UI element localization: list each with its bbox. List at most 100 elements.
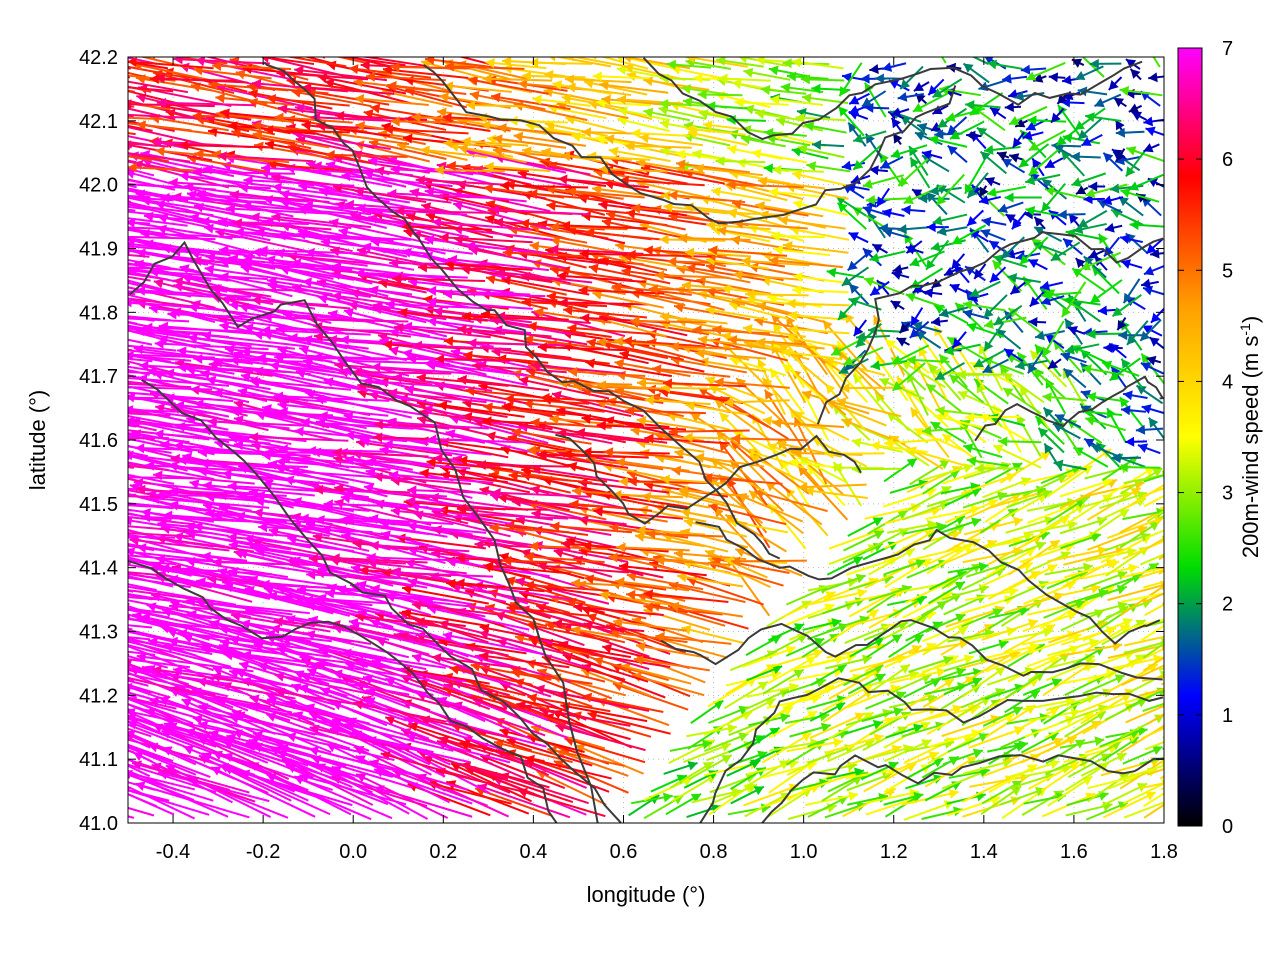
wind-arrow — [1135, 424, 1164, 435]
y-tick-label: 41.3 — [79, 622, 118, 644]
wind-arrow — [709, 783, 758, 806]
wind-arrow — [128, 781, 156, 791]
wind-arrow — [442, 631, 545, 656]
wind-arrow — [422, 755, 511, 794]
colorbar-tick-label: 6 — [1222, 149, 1233, 171]
wind-arrow — [943, 677, 983, 696]
wind-arrow — [921, 425, 968, 436]
wind-arrow — [128, 738, 208, 763]
wind-arrow — [862, 725, 908, 751]
wind-arrow — [785, 637, 825, 657]
wind-arrow — [947, 144, 968, 164]
wind-arrow — [128, 727, 152, 738]
wind-arrow — [786, 298, 850, 309]
wind-arrow — [1022, 678, 1063, 696]
wind-arrow — [1087, 249, 1105, 259]
wind-arrow — [986, 185, 1027, 198]
wind-arrow — [888, 633, 924, 659]
wind-arrow — [1104, 222, 1123, 233]
wind-arrow — [1012, 131, 1025, 149]
wind-arrow — [128, 683, 171, 699]
colorbar-gradient — [1177, 47, 1203, 827]
wind-arrow — [128, 167, 155, 177]
wind-arrow — [1041, 320, 1065, 358]
y-tick-label: 41.6 — [79, 430, 118, 452]
wind-arrow — [742, 645, 796, 668]
wind-arrow — [1143, 792, 1164, 808]
wind-arrow — [1135, 384, 1164, 405]
wind-arrow — [128, 221, 151, 225]
wind-arrow — [783, 603, 835, 627]
wind-arrow — [128, 703, 175, 725]
wind-arrow — [906, 757, 944, 779]
wind-arrow — [128, 746, 197, 776]
wind-arrow — [861, 707, 904, 723]
wind-arrow — [128, 279, 130, 282]
wind-arrow — [827, 711, 875, 741]
wind-arrow — [876, 187, 891, 208]
wind-arrow — [748, 712, 791, 727]
wind-arrow — [128, 710, 156, 725]
wind-arrow — [1123, 638, 1164, 655]
wind-arrow — [128, 362, 130, 365]
wind-arrow — [763, 163, 803, 174]
wind-arrow — [128, 743, 174, 762]
wind-arrow — [128, 169, 132, 172]
wind-arrow — [1142, 656, 1164, 672]
wind-arrow — [1120, 259, 1143, 269]
wind-arrow — [1143, 803, 1164, 819]
wind-arrow — [913, 81, 930, 92]
wind-arrow — [128, 723, 192, 750]
wind-arrow — [1044, 712, 1094, 739]
wind-arrow — [1122, 745, 1163, 765]
wind-arrow — [128, 764, 151, 778]
wind-arrow — [743, 67, 791, 81]
wind-arrow — [962, 758, 1013, 775]
wind-arrow — [128, 159, 137, 164]
wind-arrow — [128, 543, 172, 553]
wind-arrow — [1144, 740, 1164, 751]
wind-arrow — [730, 785, 765, 805]
wind-arrow — [987, 570, 1041, 600]
wind-arrow — [587, 710, 671, 735]
wind-arrow — [924, 755, 978, 788]
wind-arrow — [1065, 228, 1102, 241]
wind-arrow — [152, 665, 252, 685]
wind-arrow — [128, 678, 135, 682]
wind-arrow — [768, 710, 818, 739]
wind-arrow — [901, 205, 926, 216]
wind-arrow — [510, 668, 593, 685]
wind-arrow — [1146, 767, 1164, 776]
wind-arrow — [345, 57, 389, 67]
wind-arrow — [431, 653, 527, 671]
wind-arrow — [1062, 367, 1087, 389]
wind-arrow — [827, 739, 875, 763]
colorbar: 0 1 2 3 4 5 6 7 — [1177, 38, 1233, 838]
wind-arrow — [884, 642, 937, 669]
wind-arrow — [725, 669, 782, 687]
wind-arrow — [921, 154, 950, 173]
wind-arrow — [128, 691, 195, 712]
wind-arrow — [922, 625, 969, 656]
wind-arrow — [128, 697, 194, 725]
wind-arrow — [1086, 329, 1124, 340]
wind-arrow — [826, 267, 865, 279]
wind-arrow — [932, 213, 968, 226]
wind-arrow — [219, 637, 331, 658]
y-tick-label: 41.0 — [79, 813, 118, 835]
wind-arrow — [805, 791, 859, 806]
wind-arrow — [128, 672, 228, 698]
wind-arrow — [989, 266, 1007, 284]
wind-arrow — [847, 252, 869, 272]
wind-arrow — [890, 300, 905, 310]
wind-arrow — [968, 639, 1009, 655]
wind-arrow — [177, 628, 291, 646]
y-tick-label: 41.5 — [79, 494, 118, 516]
wind-arrow — [1091, 265, 1120, 295]
wind-arrow — [810, 663, 848, 686]
y-tick-label: 42.0 — [79, 175, 118, 197]
y-tick-label: 41.7 — [79, 366, 118, 388]
y-tick-label: 41.9 — [79, 239, 118, 261]
wind-arrow — [1002, 73, 1028, 84]
wind-arrow — [405, 732, 511, 764]
